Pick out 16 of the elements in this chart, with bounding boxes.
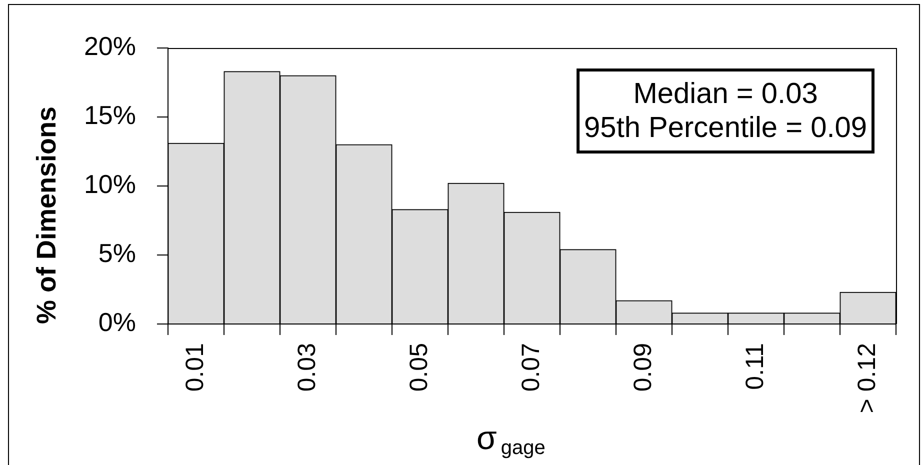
x-tick-label: 0.11 xyxy=(740,343,769,390)
y-tick-label: 15% xyxy=(84,100,136,130)
x-tick-label: 0.05 xyxy=(404,343,433,392)
y-tick-label: 5% xyxy=(98,238,136,268)
y-axis-title: % of Dimensions xyxy=(32,106,62,324)
y-tick-label: 10% xyxy=(84,169,136,200)
y-tick-label: 0% xyxy=(98,307,136,338)
x-tick-label: 0.07 xyxy=(516,343,545,392)
annotation: Median = 0.03 xyxy=(633,78,818,110)
annotation: 95th Percentile = 0.09 xyxy=(584,112,867,144)
x-tick-label: > 0.12 xyxy=(852,343,881,414)
y-tick-label: 20% xyxy=(84,31,136,62)
x-tick-label: 0.09 xyxy=(628,343,657,392)
x-axis-title: σ$_{gage}$ xyxy=(476,419,546,459)
x-tick-label: 0.01 xyxy=(180,343,209,392)
x-tick-label: 0.03 xyxy=(292,343,321,392)
